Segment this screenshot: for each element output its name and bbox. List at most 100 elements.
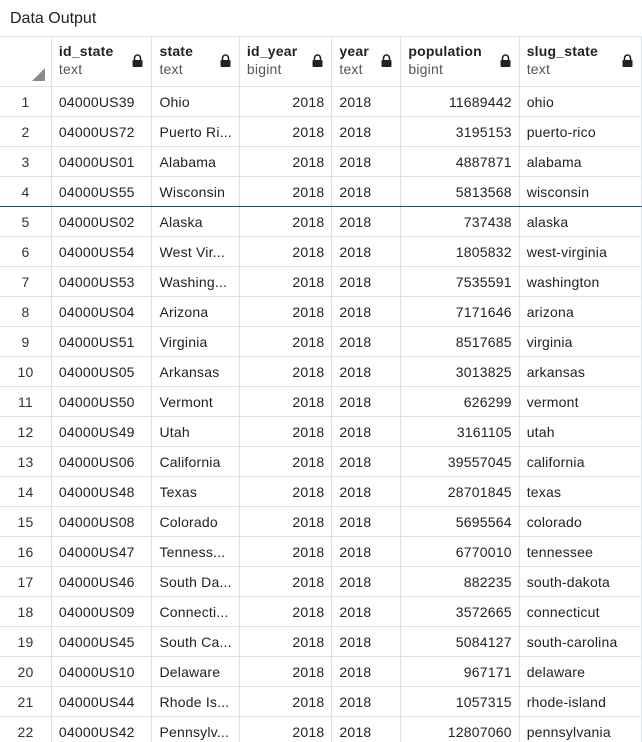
cell-slug-state[interactable]: colorado <box>519 506 642 537</box>
cell-slug-state[interactable]: washington <box>519 266 642 297</box>
cell-population[interactable]: 3013825 <box>400 356 520 387</box>
cell-population[interactable]: 3195153 <box>400 116 520 147</box>
cell-id-year[interactable]: 2018 <box>239 326 333 357</box>
cell-id-year[interactable]: 2018 <box>239 716 333 742</box>
cell-id-year[interactable]: 2018 <box>239 236 333 267</box>
cell-year[interactable]: 2018 <box>331 446 402 477</box>
cell-id-state[interactable]: 04000US10 <box>51 656 153 687</box>
table-row[interactable]: 7 04000US53 Washing... 2018 2018 7535591 washi… <box>0 266 642 297</box>
row-number[interactable]: 16 <box>0 536 52 567</box>
cell-year[interactable]: 2018 <box>331 326 402 357</box>
cell-id-state[interactable]: 04000US42 <box>51 716 153 742</box>
row-number[interactable]: 21 <box>0 686 52 717</box>
row-number[interactable]: 10 <box>0 356 52 387</box>
cell-population[interactable]: 967171 <box>400 656 520 687</box>
cell-id-state[interactable]: 04000US02 <box>51 206 153 237</box>
cell-year[interactable]: 2018 <box>331 116 402 147</box>
cell-state[interactable]: Ohio <box>151 86 240 117</box>
cell-population[interactable]: 39557045 <box>400 446 520 477</box>
cell-year[interactable]: 2018 <box>331 296 402 327</box>
cell-state[interactable]: Arizona <box>151 296 240 327</box>
cell-id-year[interactable]: 2018 <box>239 206 333 237</box>
cell-slug-state[interactable]: rhode-island <box>519 686 642 717</box>
cell-state[interactable]: Alabama <box>151 146 240 177</box>
cell-id-year[interactable]: 2018 <box>239 506 333 537</box>
cell-id-state[interactable]: 04000US47 <box>51 536 153 567</box>
cell-population[interactable]: 28701845 <box>400 476 520 507</box>
cell-year[interactable]: 2018 <box>331 716 402 742</box>
cell-state[interactable]: Arkansas <box>151 356 240 387</box>
cell-state[interactable]: Delaware <box>151 656 240 687</box>
cell-id-year[interactable]: 2018 <box>239 536 333 567</box>
cell-year[interactable]: 2018 <box>331 596 402 627</box>
table-row[interactable]: 17 04000US46 South Da... 2018 2018 882235 sout… <box>0 566 642 597</box>
cell-id-year[interactable]: 2018 <box>239 446 333 477</box>
cell-id-state[interactable]: 04000US08 <box>51 506 153 537</box>
cell-id-year[interactable]: 2018 <box>239 656 333 687</box>
cell-id-state[interactable]: 04000US50 <box>51 386 153 417</box>
cell-year[interactable]: 2018 <box>331 626 402 657</box>
cell-state[interactable]: Texas <box>151 476 240 507</box>
cell-year[interactable]: 2018 <box>331 206 402 237</box>
cell-id-year[interactable]: 2018 <box>239 596 333 627</box>
select-all-corner[interactable] <box>0 37 52 87</box>
table-row[interactable]: 9 04000US51 Virginia 2018 2018 8517685 virgini… <box>0 326 642 357</box>
table-row[interactable]: 11 04000US50 Vermont 2018 2018 626299 vermont <box>0 386 642 417</box>
table-row[interactable]: 21 04000US44 Rhode Is... 2018 2018 1057315 rho… <box>0 686 642 717</box>
column-header-id-state[interactable]: id_state text <box>51 37 153 87</box>
cell-slug-state[interactable]: wisconsin <box>519 176 642 207</box>
cell-year[interactable]: 2018 <box>331 506 402 537</box>
cell-slug-state[interactable]: alabama <box>519 146 642 177</box>
row-number[interactable]: 20 <box>0 656 52 687</box>
column-header-slug-state[interactable]: slug_state text <box>519 37 642 87</box>
cell-slug-state[interactable]: south-dakota <box>519 566 642 597</box>
cell-slug-state[interactable]: utah <box>519 416 642 447</box>
cell-id-state[interactable]: 04000US54 <box>51 236 153 267</box>
cell-slug-state[interactable]: arkansas <box>519 356 642 387</box>
row-number[interactable]: 1 <box>0 86 52 117</box>
table-row[interactable]: 12 04000US49 Utah 2018 2018 3161105 utah <box>0 416 642 447</box>
row-number[interactable]: 3 <box>0 146 52 177</box>
row-number[interactable]: 15 <box>0 506 52 537</box>
table-row[interactable]: 8 04000US04 Arizona 2018 2018 7171646 arizona <box>0 296 642 327</box>
cell-year[interactable]: 2018 <box>331 356 402 387</box>
cell-slug-state[interactable]: pennsylvania <box>519 716 642 742</box>
cell-population[interactable]: 5695564 <box>400 506 520 537</box>
cell-year[interactable]: 2018 <box>331 656 402 687</box>
cell-state[interactable]: Pennsylv... <box>151 716 240 742</box>
table-row[interactable]: 15 04000US08 Colorado 2018 2018 5695564 colora… <box>0 506 642 537</box>
cell-year[interactable]: 2018 <box>331 416 402 447</box>
cell-slug-state[interactable]: connecticut <box>519 596 642 627</box>
cell-id-year[interactable]: 2018 <box>239 176 333 207</box>
row-number[interactable]: 9 <box>0 326 52 357</box>
table-row[interactable]: 18 04000US09 Connecti... 2018 2018 3572665 con… <box>0 596 642 627</box>
cell-population[interactable]: 626299 <box>400 386 520 417</box>
cell-population[interactable]: 5813568 <box>400 176 520 207</box>
table-row[interactable]: 1 04000US39 Ohio 2018 2018 11689442 ohio <box>0 86 642 117</box>
cell-id-state[interactable]: 04000US09 <box>51 596 153 627</box>
cell-state[interactable]: Colorado <box>151 506 240 537</box>
cell-id-year[interactable]: 2018 <box>239 476 333 507</box>
cell-year[interactable]: 2018 <box>331 86 402 117</box>
cell-state[interactable]: Vermont <box>151 386 240 417</box>
cell-year[interactable]: 2018 <box>331 686 402 717</box>
cell-id-state[interactable]: 04000US53 <box>51 266 153 297</box>
table-row[interactable]: 4 04000US55 Wisconsin 2018 2018 5813568 wiscon… <box>0 176 642 207</box>
cell-id-year[interactable]: 2018 <box>239 296 333 327</box>
cell-state[interactable]: Wisconsin <box>151 176 240 207</box>
table-row[interactable]: 13 04000US06 California 2018 2018 39557045 cal… <box>0 446 642 477</box>
cell-year[interactable]: 2018 <box>331 386 402 417</box>
cell-state[interactable]: Utah <box>151 416 240 447</box>
cell-id-state[interactable]: 04000US46 <box>51 566 153 597</box>
row-number[interactable]: 17 <box>0 566 52 597</box>
cell-id-state[interactable]: 04000US44 <box>51 686 153 717</box>
table-row[interactable]: 14 04000US48 Texas 2018 2018 28701845 texas <box>0 476 642 507</box>
table-row[interactable]: 19 04000US45 South Ca... 2018 2018 5084127 sou… <box>0 626 642 657</box>
cell-year[interactable]: 2018 <box>331 566 402 597</box>
cell-state[interactable]: Washing... <box>151 266 240 297</box>
cell-id-state[interactable]: 04000US72 <box>51 116 153 147</box>
row-number[interactable]: 8 <box>0 296 52 327</box>
cell-state[interactable]: West Vir... <box>151 236 240 267</box>
cell-state[interactable]: California <box>151 446 240 477</box>
cell-year[interactable]: 2018 <box>331 266 402 297</box>
